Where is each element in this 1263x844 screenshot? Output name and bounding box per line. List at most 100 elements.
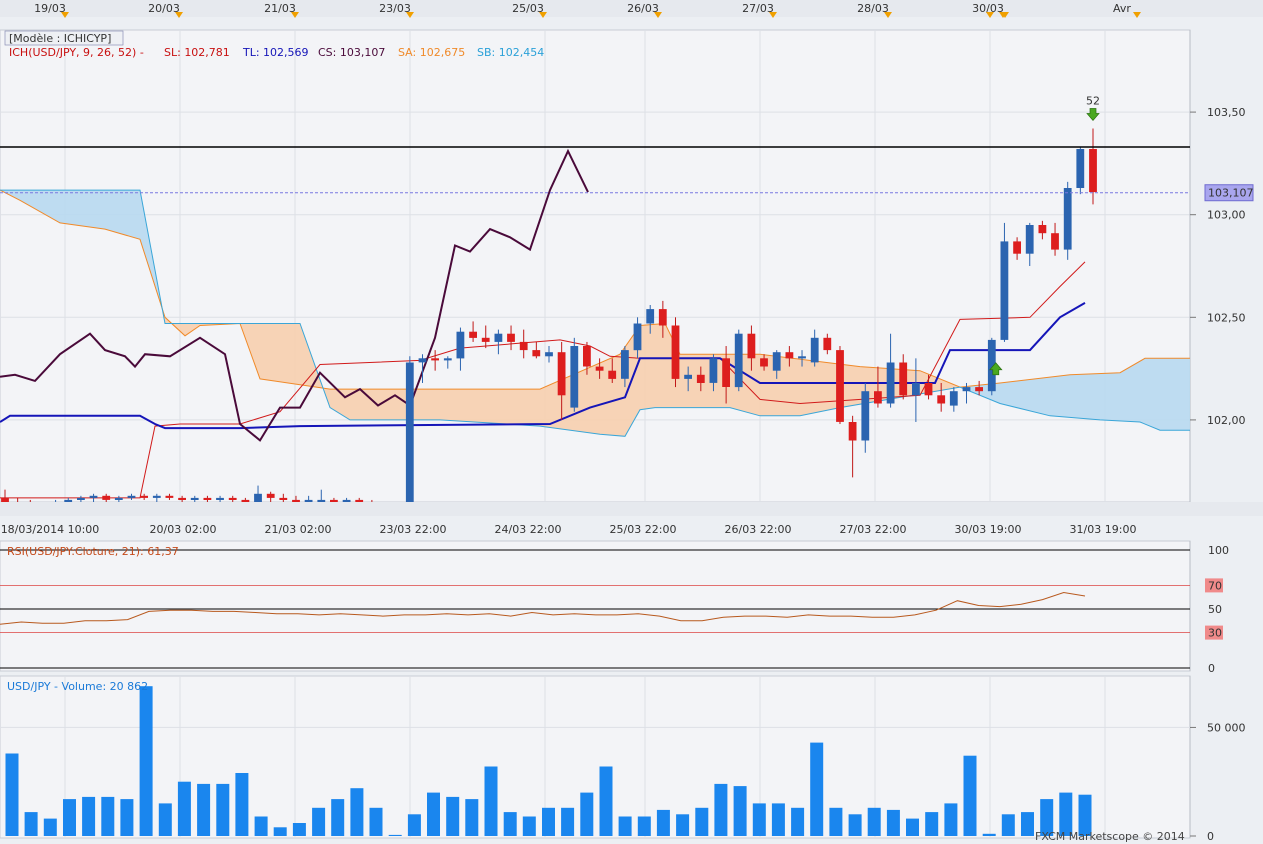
candle[interactable] — [798, 350, 806, 367]
volume-bar[interactable] — [1040, 799, 1054, 836]
candle[interactable] — [140, 493, 148, 500]
volume-bar[interactable] — [1059, 792, 1073, 836]
candle[interactable] — [760, 354, 768, 371]
volume-panel[interactable]: 50 000 0 — [0, 675, 1246, 843]
volume-bar[interactable] — [427, 792, 440, 836]
candle[interactable] — [469, 321, 477, 342]
candle[interactable] — [443, 356, 452, 369]
volume-bar[interactable] — [848, 814, 862, 836]
volume-bar[interactable] — [618, 816, 632, 837]
candle[interactable] — [709, 354, 718, 392]
candle[interactable] — [1013, 237, 1021, 260]
volume-bar[interactable] — [101, 796, 115, 836]
volume-bar[interactable] — [350, 788, 364, 836]
volume-bar[interactable] — [158, 803, 172, 836]
volume-bar[interactable] — [120, 799, 134, 836]
candle[interactable] — [633, 317, 642, 359]
volume-bar[interactable] — [944, 803, 958, 836]
volume-bar[interactable] — [216, 783, 230, 836]
volume-bar[interactable] — [867, 807, 881, 836]
volume-bar[interactable] — [24, 812, 38, 836]
candle[interactable] — [1000, 222, 1009, 342]
volume-bar[interactable] — [580, 792, 594, 836]
candle[interactable] — [165, 493, 174, 500]
candle[interactable] — [912, 358, 920, 422]
candle[interactable] — [658, 300, 667, 338]
volume-bar[interactable] — [312, 807, 326, 836]
candle[interactable] — [646, 304, 655, 334]
volume-bar[interactable] — [197, 783, 211, 836]
volume-bar[interactable] — [656, 809, 670, 836]
volume-bar[interactable] — [82, 796, 96, 836]
volume-bar[interactable] — [177, 781, 191, 836]
volume-bar[interactable] — [771, 803, 785, 836]
candle[interactable] — [861, 382, 870, 453]
candle[interactable] — [924, 374, 933, 400]
volume-bar[interactable] — [695, 807, 709, 836]
volume-bar[interactable] — [235, 773, 249, 836]
volume-bar[interactable] — [752, 803, 766, 836]
volume-bar[interactable] — [43, 818, 57, 836]
volume-bar[interactable] — [273, 827, 287, 836]
volume-bar[interactable] — [446, 796, 460, 836]
candle[interactable] — [785, 346, 794, 367]
candle[interactable] — [937, 382, 946, 412]
candle[interactable] — [1051, 222, 1059, 256]
volume-bar[interactable] — [369, 807, 383, 836]
candle[interactable] — [203, 495, 212, 502]
candle[interactable] — [684, 366, 692, 392]
volume-bar[interactable] — [1001, 814, 1015, 836]
volume-bar[interactable] — [292, 823, 306, 836]
candle[interactable] — [545, 346, 553, 363]
candle[interactable] — [671, 317, 680, 388]
candle[interactable] — [152, 493, 161, 502]
volume-bar[interactable] — [484, 766, 498, 837]
volume-bar[interactable] — [1078, 794, 1092, 836]
volume-bar[interactable] — [886, 809, 900, 836]
volume-bar[interactable] — [5, 753, 19, 837]
candle[interactable] — [722, 346, 730, 404]
candle[interactable] — [734, 329, 743, 392]
volume-bar[interactable] — [963, 755, 977, 836]
candle[interactable] — [431, 350, 439, 371]
volume-bar[interactable] — [599, 766, 613, 837]
candle[interactable] — [228, 495, 237, 502]
candle[interactable] — [127, 493, 136, 500]
volume-bar[interactable] — [254, 816, 268, 837]
candle[interactable] — [848, 415, 857, 478]
candle[interactable] — [608, 358, 617, 383]
candle[interactable] — [823, 333, 832, 355]
volume-bar[interactable] — [810, 742, 824, 836]
price-panel[interactable]: 52 103,50 103,00 102,50 102,00 103,107 — [0, 29, 1263, 511]
volume-bar[interactable] — [982, 833, 996, 836]
candle[interactable] — [89, 493, 98, 502]
candle[interactable] — [507, 325, 515, 351]
rsi-panel[interactable]: 100 70 50 30 0 — [0, 540, 1229, 675]
candle[interactable] — [456, 327, 465, 371]
candle[interactable] — [696, 366, 705, 392]
candle[interactable] — [886, 333, 895, 408]
volume-bar[interactable] — [1021, 812, 1034, 836]
candle[interactable] — [532, 341, 541, 359]
candle[interactable] — [1025, 222, 1034, 266]
candle[interactable] — [874, 366, 882, 408]
volume-bar[interactable] — [407, 814, 421, 836]
candle[interactable] — [1063, 181, 1072, 260]
candle[interactable] — [494, 329, 503, 355]
candle[interactable] — [962, 382, 971, 404]
candle[interactable] — [987, 337, 996, 396]
volume-bar[interactable] — [139, 686, 153, 836]
candle[interactable] — [178, 495, 186, 502]
volume-bar[interactable] — [714, 783, 728, 836]
volume-bar[interactable] — [465, 799, 479, 836]
candle[interactable] — [1076, 146, 1085, 195]
volume-bar[interactable] — [791, 807, 805, 836]
candle[interactable] — [810, 329, 819, 367]
candle[interactable] — [595, 358, 604, 379]
volume-bar[interactable] — [676, 814, 690, 836]
volume-bar[interactable] — [542, 807, 555, 836]
candle[interactable] — [621, 346, 629, 388]
candle[interactable] — [747, 325, 756, 371]
candle[interactable] — [949, 387, 958, 412]
candle[interactable] — [557, 341, 566, 420]
